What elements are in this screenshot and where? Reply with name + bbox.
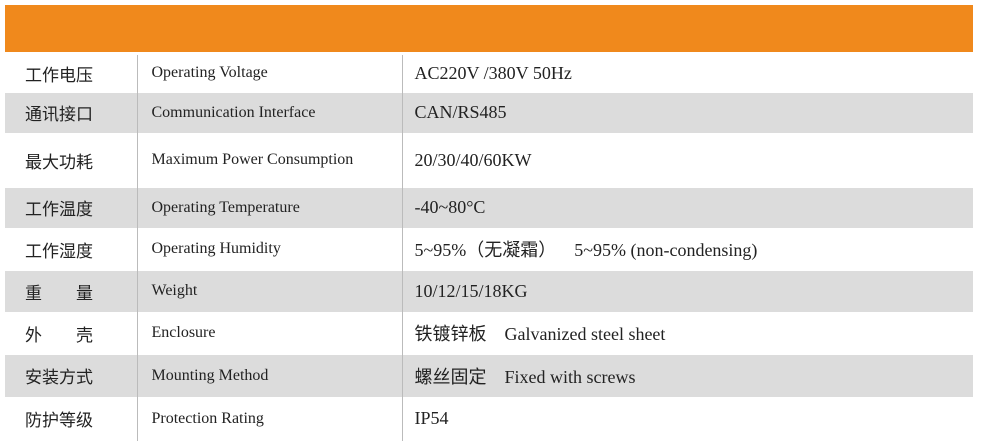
spec-value: -40~80°C [401, 187, 973, 228]
chinese-label: 通讯接口 [25, 105, 93, 124]
header-bar [5, 5, 973, 52]
spec-value: CAN/RS485 [401, 92, 973, 133]
english-label: Operating Temperature [136, 187, 402, 228]
spec-row: 防护等级 Protection Rating IP54 [5, 397, 973, 440]
chinese-label: 工作温度 [25, 200, 93, 219]
english-label: Protection Rating [136, 397, 402, 440]
spec-value: IP54 [401, 397, 973, 440]
chinese-label: 最大功耗 [25, 152, 93, 172]
chinese-label: 工作电压 [25, 65, 93, 85]
english-label: Operating Voltage [136, 55, 402, 92]
spec-row: 通讯接口 Communication Interface CAN/RS485 [5, 92, 973, 133]
spec-row: 外 壳 Enclosure 铁镀锌板 Galvanized steel sheet [5, 312, 973, 354]
spec-table: 工作电压 Operating Voltage AC220V /380V 50Hz 通讯… [5, 55, 973, 441]
spec-row: 工作温度 Operating Temperature -40~80°C [5, 187, 973, 228]
english-label: Enclosure [136, 312, 402, 354]
english-label: Communication Interface [136, 92, 402, 133]
spec-value: 5~95%（无凝霜） 5~95% (non-condensing) [401, 228, 973, 270]
spec-row: 工作湿度 Operating Humidity 5~95%（无凝霜） 5~95% (… [5, 228, 973, 270]
chinese-label: 工作湿度 [25, 241, 93, 261]
spec-row: 工作电压 Operating Voltage AC220V /380V 50Hz [5, 55, 973, 92]
english-label: Maximum Power Consumption [136, 133, 402, 187]
spec-row: 安装方式 Mounting Method 螺丝固定 Fixed with screw… [5, 354, 973, 397]
chinese-label: 安装方式 [25, 368, 93, 387]
english-label: Operating Humidity [136, 228, 402, 270]
chinese-label: 外 壳 [25, 325, 93, 345]
chinese-label: 重 量 [25, 283, 93, 303]
spec-row: 重 量 Weight 10/12/15/18KG [5, 270, 973, 312]
spec-value: 20/30/40/60KW [401, 133, 973, 187]
spec-value: AC220V /380V 50Hz [401, 55, 973, 92]
english-label: Weight [136, 270, 402, 312]
spec-value: 铁镀锌板 Galvanized steel sheet [401, 312, 973, 354]
spec-row: 最大功耗 Maximum Power Consumption 20/30/40/60… [5, 133, 973, 187]
english-label: Mounting Method [136, 354, 402, 397]
chinese-label: 防护等级 [25, 411, 93, 430]
spec-value: 10/12/15/18KG [401, 270, 973, 312]
spec-value: 螺丝固定 Fixed with screws [401, 354, 973, 397]
